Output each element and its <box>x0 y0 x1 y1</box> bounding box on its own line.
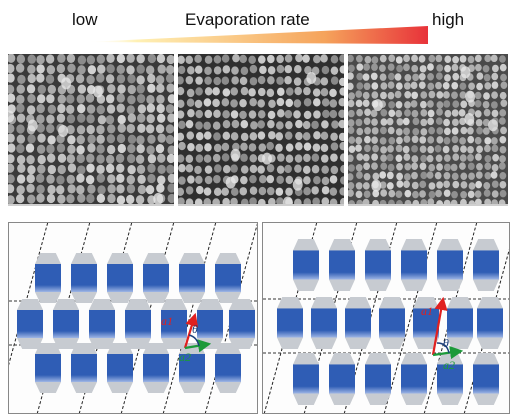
nanorod <box>107 343 133 393</box>
nanorod <box>215 343 241 393</box>
nanorod <box>161 299 187 349</box>
sem-divider-3 <box>348 204 508 206</box>
nanorod <box>329 239 355 291</box>
nanorod <box>365 353 391 405</box>
nanorod <box>437 239 463 291</box>
nanorod <box>277 297 303 349</box>
nanorod <box>197 299 223 349</box>
sem-image-mid <box>178 54 344 204</box>
sem-low-rate-texture <box>8 54 174 204</box>
lattice-schematic-left: a1 a2 θ <box>8 222 258 414</box>
high-label: high <box>432 10 465 29</box>
evaporation-rate-title: Evaporation rate <box>185 10 310 29</box>
nanorod <box>311 297 337 349</box>
vector-a1-arrow <box>183 312 199 349</box>
theta-label: θ <box>192 322 198 336</box>
nanorod <box>229 299 255 349</box>
nanorod <box>35 253 61 303</box>
nanorod <box>293 353 319 405</box>
nanorod <box>143 253 169 303</box>
a2-label: a2 <box>179 350 191 364</box>
nanorod <box>71 343 97 393</box>
lattice-slant-line <box>423 223 478 413</box>
lattice-slant-line <box>383 223 438 413</box>
evaporation-rate-gradient-bar <box>85 26 428 44</box>
lattice-slant-line <box>463 248 509 413</box>
sem-image-low <box>8 54 174 204</box>
nanorod <box>379 297 405 349</box>
nanorod <box>413 297 439 349</box>
nanorod <box>89 299 115 349</box>
nanorod <box>329 353 355 405</box>
vector-a1-arrow <box>431 296 448 356</box>
lattice-slant-line <box>204 223 257 413</box>
nanorod <box>473 353 499 405</box>
nanorod <box>71 253 97 303</box>
sem-image-high <box>348 54 508 204</box>
lattice-slant-line <box>263 223 318 413</box>
nanorod <box>477 297 503 349</box>
lattice-slant-line <box>162 223 217 413</box>
nanorod <box>293 239 319 291</box>
nanorod <box>345 297 371 349</box>
a1-label: a1 <box>161 314 173 328</box>
a1-label: a1 <box>421 304 433 318</box>
lattice-schematic-right: a1 a2 θ <box>262 222 510 414</box>
nanorod <box>401 353 427 405</box>
nanorod <box>401 239 427 291</box>
theta-arc <box>188 334 200 347</box>
nanorod <box>35 343 61 393</box>
theta-label: θ <box>443 336 449 350</box>
a2-label: a2 <box>443 358 455 372</box>
sem-divider-1 <box>8 204 174 206</box>
vector-a2-arrow <box>184 339 212 353</box>
nanorod <box>447 297 473 349</box>
nanorod <box>17 299 43 349</box>
nanorod <box>143 343 169 393</box>
sem-divider-2 <box>178 204 344 206</box>
nanorod <box>179 253 205 303</box>
sem-mid-rate-texture <box>178 54 344 204</box>
theta-arc <box>436 342 450 354</box>
nanorod <box>53 299 79 349</box>
nanorod <box>125 299 151 349</box>
nanorod <box>365 239 391 291</box>
vector-a2-arrow <box>432 346 464 360</box>
nanorod <box>107 253 133 303</box>
nanorod <box>473 239 499 291</box>
low-label: low <box>72 10 98 29</box>
sem-high-rate-texture <box>348 54 508 204</box>
nanorod <box>215 253 241 303</box>
